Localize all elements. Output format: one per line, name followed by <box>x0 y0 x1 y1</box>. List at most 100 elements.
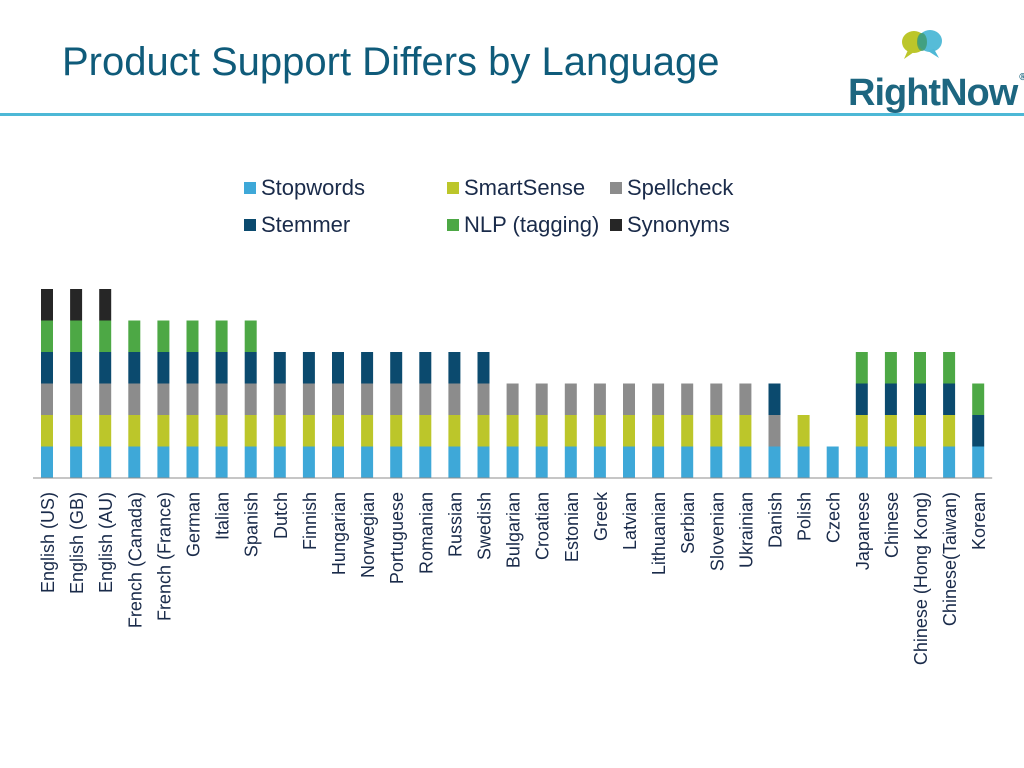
bar-segment <box>623 415 635 447</box>
bar-segment <box>332 446 344 478</box>
bar-segment <box>244 446 257 478</box>
bar-segment <box>477 383 490 415</box>
bar-segment <box>623 446 635 478</box>
bar-segment <box>884 415 897 447</box>
x-tick-label: Swedish <box>475 492 495 560</box>
x-tick-label: Czech <box>824 492 844 543</box>
bar-segment <box>332 415 344 447</box>
bar-segment <box>273 446 286 478</box>
bar-segment <box>652 415 665 447</box>
bar-segment <box>768 383 781 415</box>
bar-segment <box>419 415 432 447</box>
bar-segment <box>157 446 170 478</box>
bar-segment <box>419 383 432 415</box>
x-tick-label: Estonian <box>562 492 582 562</box>
bar-segment <box>506 383 519 415</box>
bar-segment <box>593 415 606 447</box>
bar-segment <box>128 383 141 415</box>
bar-segment <box>332 383 344 415</box>
x-tick-label: English (US) <box>38 492 58 593</box>
bar-segment <box>186 446 199 478</box>
bar-segment <box>564 446 577 478</box>
legend-swatch <box>244 182 256 194</box>
legend-label: SmartSense <box>464 175 586 200</box>
bar-segment <box>477 352 490 384</box>
x-tick-label: Greek <box>591 491 611 541</box>
bar-segment <box>41 446 53 478</box>
x-tick-label: Bulgarian <box>504 492 524 568</box>
legend-item: Synonyms <box>610 212 730 237</box>
bar-segment <box>99 352 112 384</box>
legend-swatch <box>447 182 459 194</box>
bar-segment <box>652 446 665 478</box>
bar-segment <box>157 320 170 352</box>
bar-segment <box>244 383 257 415</box>
bar-segment <box>302 415 315 447</box>
legend-item: Spellcheck <box>610 175 733 200</box>
bar-segment <box>361 446 374 478</box>
bar-segment <box>972 446 985 478</box>
x-tick-label: Hungarian <box>329 492 349 575</box>
bar-segment <box>361 352 374 384</box>
bar-segment <box>99 320 112 352</box>
bar-segment <box>419 446 432 478</box>
bar-segment <box>70 320 83 352</box>
bar-segment <box>797 415 810 447</box>
x-tick-label: Spanish <box>242 492 262 557</box>
logo-wordmark: RightNow ® <box>848 72 1024 114</box>
bar-segment <box>768 415 781 447</box>
x-tick-label: Italian <box>213 492 233 540</box>
x-tick-label: Slovenian <box>707 492 727 571</box>
bar-segment <box>855 446 868 478</box>
x-tick-label: Portuguese <box>387 492 407 584</box>
bar-segment <box>477 446 490 478</box>
bar-segment <box>273 352 286 384</box>
bar-segment <box>448 352 461 384</box>
bar-segment <box>244 320 257 352</box>
x-tick-label: Chinese <box>882 492 902 558</box>
x-tick-label: English (AU) <box>96 492 116 593</box>
bar-segment <box>855 415 868 447</box>
legend-label: Stopwords <box>261 175 365 200</box>
bar-segment <box>884 383 897 415</box>
bar-segment <box>855 383 868 415</box>
bar-segment <box>448 383 461 415</box>
bar-segment <box>302 352 315 384</box>
bar-segment <box>273 415 286 447</box>
bar-segment <box>186 352 199 384</box>
bar-segment <box>332 352 344 384</box>
bar-segment <box>564 383 577 415</box>
bar-segment <box>215 446 228 478</box>
bar-segment <box>157 383 170 415</box>
x-tick-label: German <box>184 492 204 557</box>
bar-segment <box>215 383 228 415</box>
legend-label: Synonyms <box>627 212 730 237</box>
page-title: Product Support Differs by Language <box>62 40 720 84</box>
legend-item: Stemmer <box>244 212 350 237</box>
bar-segment <box>972 415 985 447</box>
bar-segment <box>681 415 694 447</box>
bar-segment <box>99 415 112 447</box>
x-tick-label: Korean <box>969 492 989 550</box>
bar-segment <box>99 289 112 321</box>
bar-segment <box>41 320 53 352</box>
bar-segment <box>914 352 926 384</box>
bar-segment <box>390 352 403 384</box>
bar-segment <box>739 415 752 447</box>
bar-segment <box>215 352 228 384</box>
bar-segment <box>128 352 141 384</box>
x-tick-label: Ukrainian <box>736 492 756 568</box>
bar-segment <box>244 415 257 447</box>
x-tick-label: Latvian <box>620 492 640 550</box>
x-tick-label: Russian <box>445 492 465 557</box>
bar-segment <box>710 446 723 478</box>
title-divider <box>0 113 1024 116</box>
bar-segment <box>70 446 83 478</box>
bar-segment <box>70 383 83 415</box>
bar-segment <box>41 415 53 447</box>
bar-segment <box>914 383 926 415</box>
legend-label: NLP (tagging) <box>464 212 600 237</box>
bar-segment <box>652 383 665 415</box>
bar-segment <box>157 415 170 447</box>
